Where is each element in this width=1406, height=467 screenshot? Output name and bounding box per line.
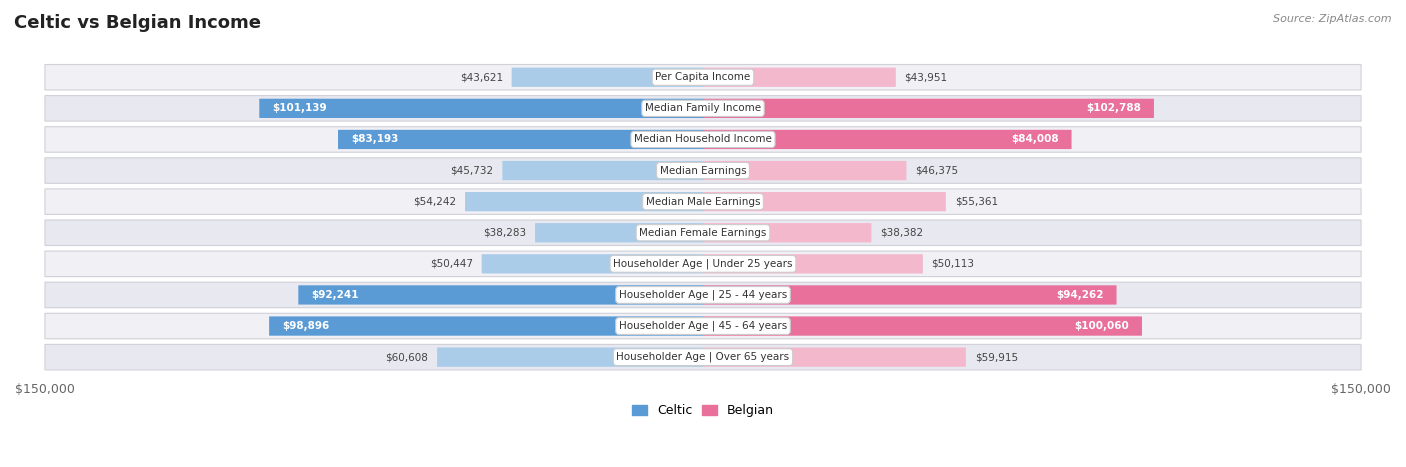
- FancyBboxPatch shape: [45, 220, 1361, 246]
- FancyBboxPatch shape: [536, 223, 703, 242]
- FancyBboxPatch shape: [703, 254, 922, 274]
- FancyBboxPatch shape: [502, 161, 703, 180]
- Text: $55,361: $55,361: [955, 197, 998, 207]
- Text: Per Capita Income: Per Capita Income: [655, 72, 751, 82]
- Text: $92,241: $92,241: [312, 290, 359, 300]
- Text: $94,262: $94,262: [1056, 290, 1104, 300]
- Text: $102,788: $102,788: [1085, 103, 1140, 113]
- Text: $100,060: $100,060: [1074, 321, 1129, 331]
- Text: $38,382: $38,382: [880, 228, 924, 238]
- Text: $38,283: $38,283: [484, 228, 526, 238]
- Text: $43,951: $43,951: [904, 72, 948, 82]
- FancyBboxPatch shape: [45, 158, 1361, 184]
- FancyBboxPatch shape: [45, 344, 1361, 370]
- FancyBboxPatch shape: [298, 285, 703, 304]
- Text: Median Earnings: Median Earnings: [659, 165, 747, 176]
- FancyBboxPatch shape: [482, 254, 703, 274]
- Text: Householder Age | Under 25 years: Householder Age | Under 25 years: [613, 259, 793, 269]
- FancyBboxPatch shape: [45, 189, 1361, 214]
- FancyBboxPatch shape: [703, 130, 1071, 149]
- Text: $101,139: $101,139: [273, 103, 328, 113]
- FancyBboxPatch shape: [337, 130, 703, 149]
- Text: $50,113: $50,113: [932, 259, 974, 269]
- FancyBboxPatch shape: [437, 347, 703, 367]
- Text: Median Male Earnings: Median Male Earnings: [645, 197, 761, 207]
- FancyBboxPatch shape: [269, 317, 703, 336]
- Text: Source: ZipAtlas.com: Source: ZipAtlas.com: [1274, 14, 1392, 24]
- Text: Median Family Income: Median Family Income: [645, 103, 761, 113]
- Text: $84,008: $84,008: [1011, 134, 1059, 144]
- Text: $54,242: $54,242: [413, 197, 457, 207]
- FancyBboxPatch shape: [703, 223, 872, 242]
- Text: $46,375: $46,375: [915, 165, 959, 176]
- FancyBboxPatch shape: [703, 99, 1154, 118]
- Text: $60,608: $60,608: [385, 352, 429, 362]
- Legend: Celtic, Belgian: Celtic, Belgian: [627, 399, 779, 422]
- Text: $50,447: $50,447: [430, 259, 472, 269]
- FancyBboxPatch shape: [703, 285, 1116, 304]
- FancyBboxPatch shape: [45, 282, 1361, 308]
- FancyBboxPatch shape: [45, 313, 1361, 339]
- Text: Householder Age | 25 - 44 years: Householder Age | 25 - 44 years: [619, 290, 787, 300]
- Text: $83,193: $83,193: [352, 134, 398, 144]
- FancyBboxPatch shape: [45, 127, 1361, 152]
- FancyBboxPatch shape: [703, 317, 1142, 336]
- FancyBboxPatch shape: [703, 161, 907, 180]
- Text: $43,621: $43,621: [460, 72, 503, 82]
- Text: $59,915: $59,915: [974, 352, 1018, 362]
- FancyBboxPatch shape: [703, 347, 966, 367]
- FancyBboxPatch shape: [512, 68, 703, 87]
- Text: $45,732: $45,732: [450, 165, 494, 176]
- Text: Celtic vs Belgian Income: Celtic vs Belgian Income: [14, 14, 262, 32]
- Text: $98,896: $98,896: [283, 321, 329, 331]
- FancyBboxPatch shape: [45, 251, 1361, 276]
- Text: Householder Age | Over 65 years: Householder Age | Over 65 years: [616, 352, 790, 362]
- FancyBboxPatch shape: [465, 192, 703, 211]
- Text: Householder Age | 45 - 64 years: Householder Age | 45 - 64 years: [619, 321, 787, 331]
- FancyBboxPatch shape: [259, 99, 703, 118]
- FancyBboxPatch shape: [703, 68, 896, 87]
- FancyBboxPatch shape: [45, 96, 1361, 121]
- FancyBboxPatch shape: [45, 64, 1361, 90]
- FancyBboxPatch shape: [703, 192, 946, 211]
- Text: Median Female Earnings: Median Female Earnings: [640, 228, 766, 238]
- Text: Median Household Income: Median Household Income: [634, 134, 772, 144]
